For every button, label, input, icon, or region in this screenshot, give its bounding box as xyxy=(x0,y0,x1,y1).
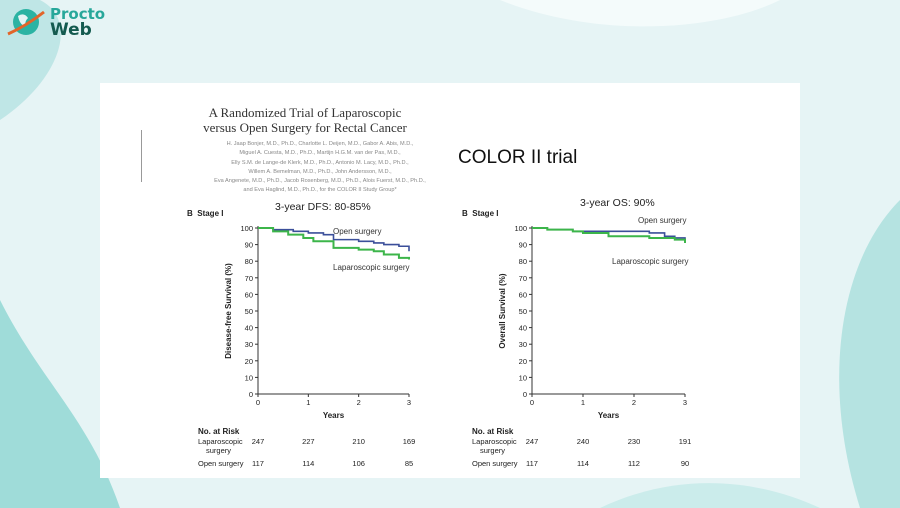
x-tick-label: 0 xyxy=(256,398,260,407)
risk-value: 114 xyxy=(577,459,589,468)
y-tick-label: 20 xyxy=(519,357,527,366)
risk-value: 210 xyxy=(352,437,365,446)
dfs-subtitle: 3-year DFS: 80-85% xyxy=(275,201,371,213)
x-tick-label: 2 xyxy=(632,398,636,407)
author-line: Eva Angenete, M.D., Ph.D., Jacob Rosenbe… xyxy=(214,178,426,185)
risk-value: 85 xyxy=(405,459,413,468)
y-tick-label: 30 xyxy=(519,340,527,349)
series-label: Open surgery xyxy=(333,227,381,236)
series-label: Laparoscopic surgery xyxy=(333,263,409,272)
slide-title: COLOR II trial xyxy=(458,147,578,168)
y-tick-label: 30 xyxy=(245,340,253,349)
risk-value: 117 xyxy=(252,459,264,468)
series-label: Laparoscopic surgery xyxy=(612,257,688,266)
y-tick-label: 50 xyxy=(519,307,527,316)
x-tick-label: 1 xyxy=(306,398,310,407)
y-tick-label: 100 xyxy=(514,224,527,233)
y-tick-label: 40 xyxy=(519,324,527,333)
risk-value: 114 xyxy=(302,459,314,468)
x-tick-label: 3 xyxy=(407,398,411,407)
risk-value: 169 xyxy=(403,437,416,446)
y-tick-label: 40 xyxy=(245,324,253,333)
os-subtitle: 3-year OS: 90% xyxy=(580,197,655,209)
series-line-open xyxy=(258,227,410,252)
y-tick-label: 80 xyxy=(245,257,253,266)
risk-row-label: surgery xyxy=(206,446,231,455)
y-tick-label: 50 xyxy=(245,307,253,316)
y-axis-label: Disease-free Survival (%) xyxy=(224,263,233,359)
y-tick-label: 60 xyxy=(245,290,253,299)
series-line-laparoscopic xyxy=(532,227,686,243)
y-tick-label: 70 xyxy=(519,274,527,283)
risk-value: 230 xyxy=(628,437,641,446)
paper-authors: H. Jaap Bonjer, M.D., Ph.D., Charlotte L… xyxy=(195,140,445,196)
y-tick-label: 20 xyxy=(245,357,253,366)
author-line: Miguel A. Cuesta, M.D., Ph.D., Martijn H… xyxy=(239,150,401,157)
procto-web-logo: Procto Web xyxy=(6,4,105,40)
y-tick-label: 100 xyxy=(240,224,253,233)
y-tick-label: 10 xyxy=(519,373,527,382)
y-tick-label: 70 xyxy=(245,274,253,283)
y-tick-label: 60 xyxy=(519,290,527,299)
risk-row-label: Open surgery xyxy=(198,459,244,468)
logo-text-procto: Procto xyxy=(50,5,106,23)
series-label: Open surgery xyxy=(638,216,686,225)
x-axis-label: Years xyxy=(323,411,345,420)
risk-value: 191 xyxy=(679,437,692,446)
risk-row-label: Laparoscopic xyxy=(472,437,517,446)
x-axis-label: Years xyxy=(598,411,620,420)
risk-value: 106 xyxy=(352,459,365,468)
author-line: and Eva Haglind, M.D., Ph.D., for the CO… xyxy=(243,187,397,194)
y-axis-label: Overall Survival (%) xyxy=(498,273,507,348)
author-line: Willem A. Bemelman, M.D., Ph.D., John An… xyxy=(248,168,392,175)
x-tick-label: 0 xyxy=(530,398,534,407)
y-tick-label: 0 xyxy=(523,390,527,399)
risk-value: 240 xyxy=(577,437,590,446)
x-tick-label: 2 xyxy=(357,398,361,407)
author-line: H. Jaap Bonjer, M.D., Ph.D., Charlotte L… xyxy=(226,141,414,147)
author-line: Elly S.M. de Lange-de Klerk, M.D., Ph.D.… xyxy=(231,159,409,166)
y-tick-label: 0 xyxy=(249,390,253,399)
risk-row-label: Open surgery xyxy=(472,459,518,468)
logo-text-web: Web xyxy=(50,20,92,40)
risk-value: 112 xyxy=(628,459,640,468)
paper-title: A Randomized Trial of Laparoscopic versus… xyxy=(203,105,407,135)
y-tick-label: 10 xyxy=(245,373,253,382)
risk-row-label: surgery xyxy=(480,446,505,455)
globe-icon xyxy=(7,9,45,36)
y-tick-label: 80 xyxy=(519,257,527,266)
risk-header: No. at Risk xyxy=(472,427,514,436)
risk-value: 90 xyxy=(681,459,689,468)
os-panel-label: B Stage I xyxy=(462,209,499,218)
y-tick-label: 90 xyxy=(519,241,527,250)
x-tick-label: 1 xyxy=(581,398,585,407)
slide-panel xyxy=(100,83,800,478)
dfs-panel-label: B Stage I xyxy=(187,209,224,218)
risk-value: 247 xyxy=(526,437,539,446)
risk-header: No. at Risk xyxy=(198,427,240,436)
risk-value: 247 xyxy=(252,437,265,446)
risk-row-label: Laparoscopic xyxy=(198,437,243,446)
risk-value: 227 xyxy=(302,437,315,446)
divider xyxy=(141,130,142,182)
y-tick-label: 90 xyxy=(245,241,253,250)
series-line-laparoscopic xyxy=(258,227,410,260)
x-tick-label: 3 xyxy=(683,398,687,407)
risk-value: 117 xyxy=(526,459,538,468)
